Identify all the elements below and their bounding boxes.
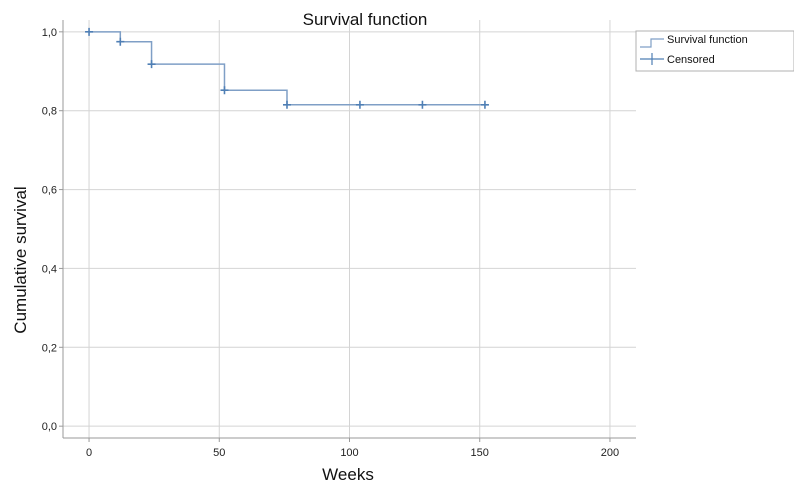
chart-title: Survival function	[303, 10, 428, 29]
x-axis-title: Weeks	[322, 465, 374, 484]
x-tick-label: 100	[340, 447, 358, 459]
legend-survival-line-icon	[640, 38, 664, 48]
legend-survival-label: Survival function	[667, 34, 748, 46]
legend-box	[635, 30, 794, 72]
x-tick-label: 200	[601, 447, 619, 459]
x-axis-ticks: 0 50 100 150 200	[86, 438, 619, 459]
y-axis-ticks: 0,0 0,2 0,4 0,6 0,8 1,0	[42, 27, 63, 433]
censored-marker	[418, 100, 427, 109]
survival-step-line	[89, 31, 485, 106]
censored-markers	[85, 27, 489, 109]
legend-censored-label: Censored	[667, 54, 715, 66]
y-tick-label: 0,6	[42, 185, 57, 197]
censored-marker	[355, 100, 364, 109]
x-tick-label: 0	[86, 447, 92, 459]
y-tick-label: 0,8	[42, 106, 57, 118]
censored-marker	[85, 27, 94, 36]
y-tick-label: 0,2	[42, 342, 57, 354]
y-axis-title: Cumulative survival	[11, 186, 30, 333]
censored-marker	[147, 60, 156, 69]
censored-marker	[220, 86, 229, 95]
survival-series	[89, 31, 485, 106]
y-tick-label: 0,0	[42, 421, 57, 433]
legend: Survival function Censored	[635, 30, 794, 72]
y-tick-label: 1,0	[42, 27, 57, 39]
censored-marker	[282, 100, 291, 109]
censored-marker	[480, 100, 489, 109]
x-tick-label: 50	[213, 447, 225, 459]
censored-marker	[116, 37, 125, 46]
x-tick-label: 150	[471, 447, 489, 459]
legend-censored-marker-icon	[640, 53, 664, 65]
y-tick-label: 0,4	[42, 263, 57, 275]
grid-lines	[63, 20, 636, 438]
